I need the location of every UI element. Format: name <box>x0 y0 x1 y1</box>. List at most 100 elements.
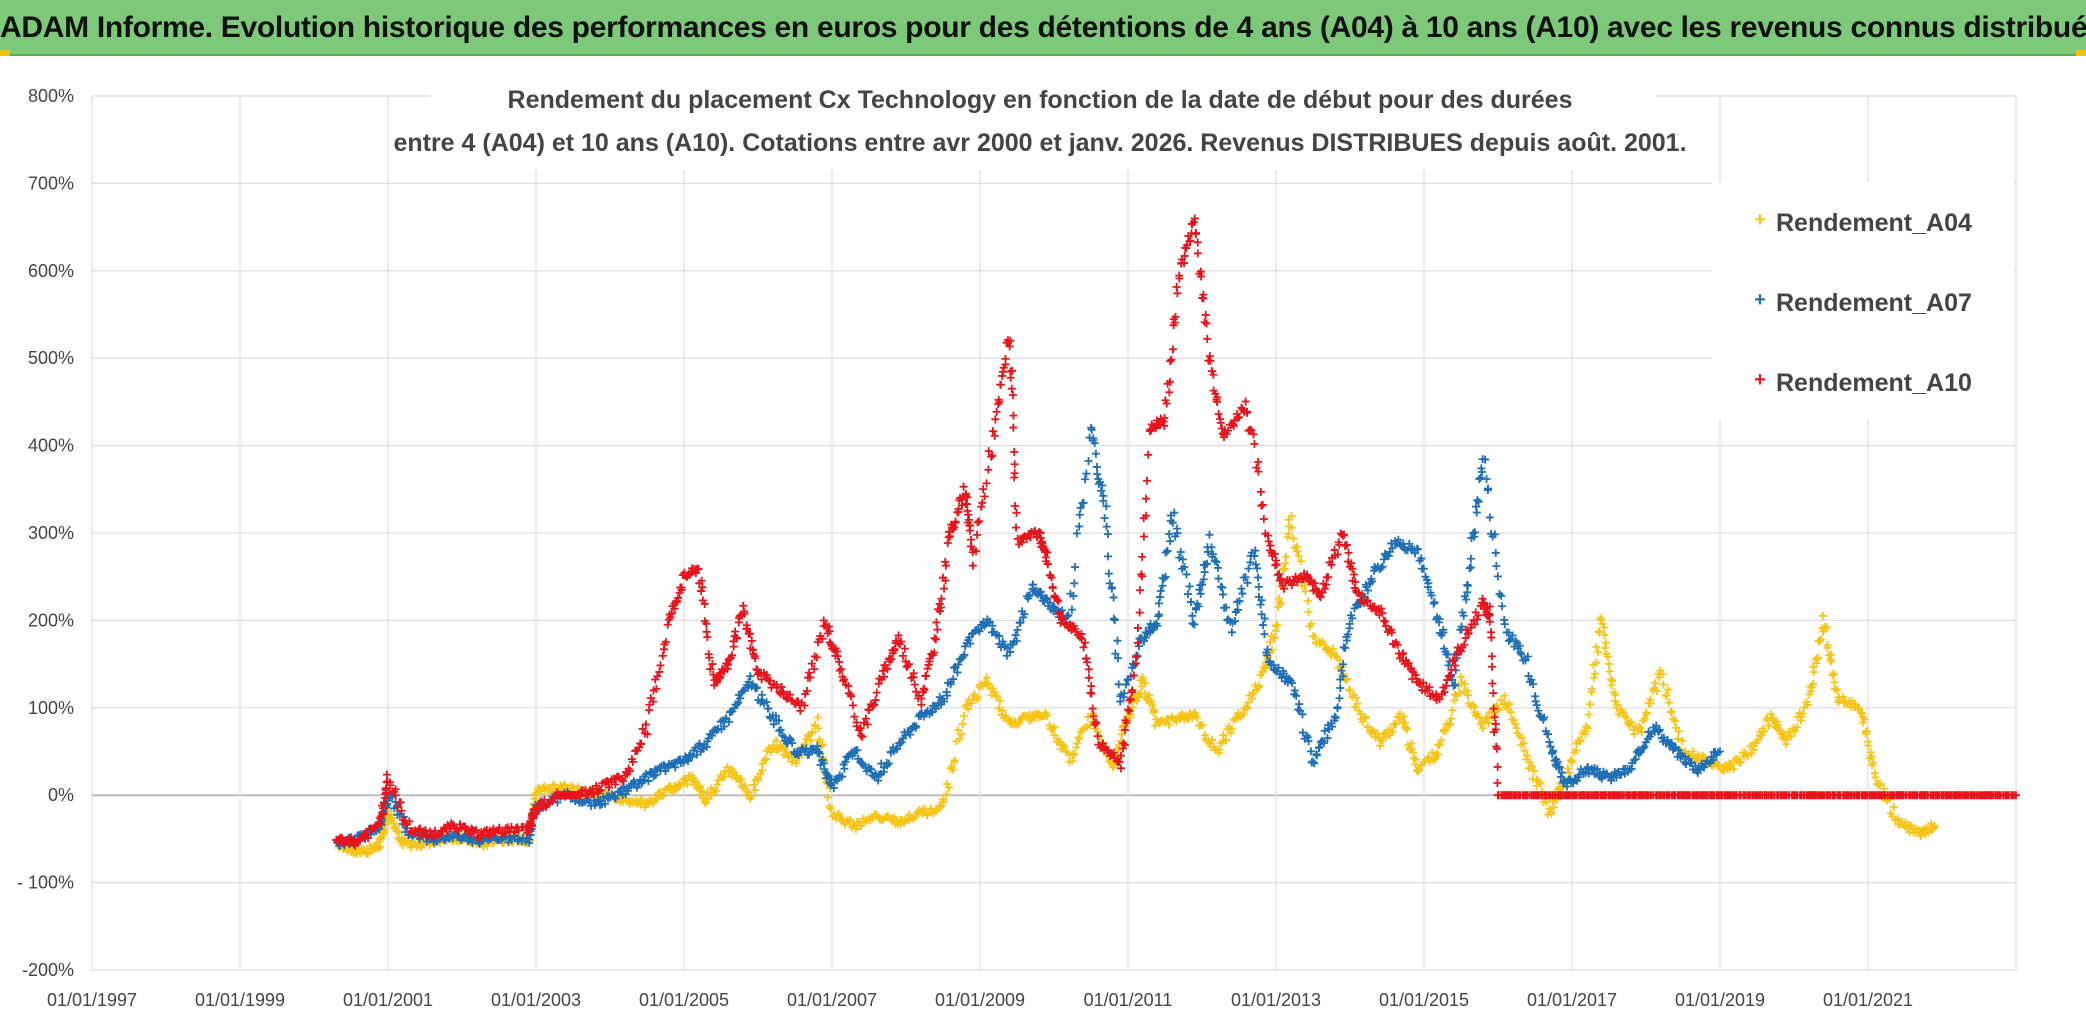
x-tick-label: 01/01/2003 <box>491 990 581 1010</box>
data-point-rendement-a04 <box>1289 534 1298 543</box>
data-point-rendement-a04 <box>801 740 810 749</box>
data-point-rendement-a04 <box>1774 721 1783 730</box>
data-point-rendement-a04 <box>1242 703 1251 712</box>
legend-label-a07: Rendement_A07 <box>1776 289 1972 317</box>
data-point-rendement-a04 <box>1568 757 1577 766</box>
data-point-rendement-a04 <box>996 696 1005 705</box>
y-tick-label: 200% <box>28 610 74 630</box>
data-point-rendement-a04 <box>1595 627 1604 636</box>
data-point-rendement-a04 <box>1889 803 1898 812</box>
data-point-rendement-a04 <box>1549 803 1558 812</box>
data-point-rendement-a04 <box>1607 681 1616 690</box>
data-point-rendement-a04 <box>754 775 763 784</box>
header-title: ADAM Informe. Evolution historique des p… <box>0 11 2086 44</box>
data-point-rendement-a04 <box>899 818 908 827</box>
data-point-rendement-a04 <box>1307 619 1316 628</box>
y-tick-label: 0% <box>48 785 74 805</box>
data-point-rendement-a04 <box>948 765 957 774</box>
data-point-rendement-a04 <box>1527 762 1536 771</box>
header-banner: ADAM Informe. Evolution historique des p… <box>0 0 2086 56</box>
data-point-rendement-a04 <box>1280 564 1289 573</box>
data-point-rendement-a04 <box>1219 731 1228 740</box>
data-point-rendement-a04 <box>1621 713 1630 722</box>
data-point-rendement-a04 <box>1304 596 1313 605</box>
data-point-rendement-a04 <box>729 767 738 776</box>
data-point-rendement-a04 <box>1430 754 1439 763</box>
data-point-rendement-a04 <box>1284 529 1293 538</box>
data-point-rendement-a04 <box>1345 686 1354 695</box>
y-tick-label: - 100% <box>17 873 74 893</box>
data-point-rendement-a04 <box>380 828 389 837</box>
data-point-rendement-a04 <box>1043 712 1052 720</box>
data-point-rendement-a04 <box>1335 656 1344 665</box>
data-point-rendement-a04 <box>954 726 963 735</box>
data-point-rendement-a04 <box>1478 724 1487 733</box>
data-point-rendement-a04 <box>1058 740 1067 749</box>
data-point-rendement-a04 <box>814 724 823 733</box>
data-point-rendement-a04 <box>1667 707 1676 716</box>
data-point-rendement-a04 <box>1273 620 1282 629</box>
data-point-rendement-a04 <box>1269 634 1278 643</box>
data-point-rendement-a04 <box>559 781 568 790</box>
data-point-rendement-a04 <box>936 803 945 812</box>
data-point-rendement-a04 <box>1480 718 1489 727</box>
y-tick-label: 300% <box>28 523 74 543</box>
data-point-rendement-a04 <box>1293 547 1302 556</box>
data-point-rendement-a04 <box>1662 691 1671 700</box>
data-point-rendement-a04 <box>1368 726 1377 735</box>
data-point-rendement-a04 <box>1070 751 1079 760</box>
data-point-rendement-a04 <box>1437 736 1446 745</box>
data-point-rendement-a04 <box>989 687 998 696</box>
data-point-rendement-a04 <box>1670 716 1679 725</box>
x-tick-label: 01/01/2007 <box>787 990 877 1010</box>
y-tick-label: 100% <box>28 698 74 718</box>
y-tick-label: 400% <box>28 436 74 456</box>
data-point-rendement-a04 <box>560 780 569 789</box>
data-point-rendement-a04 <box>1500 691 1509 700</box>
data-point-rendement-a04 <box>1222 735 1231 744</box>
x-tick-label: 01/01/2005 <box>639 990 729 1010</box>
data-point-rendement-a04 <box>826 804 835 813</box>
data-point-rendement-a04 <box>974 693 983 702</box>
data-point-rendement-a04 <box>1584 724 1593 733</box>
data-point-rendement-a04 <box>964 704 973 713</box>
x-tick-label: 01/01/2015 <box>1379 990 1469 1010</box>
data-point-rendement-a04 <box>818 740 827 749</box>
data-point-rendement-a04 <box>712 786 721 795</box>
data-point-rendement-a04 <box>998 706 1007 715</box>
data-point-rendement-a04 <box>1827 657 1836 666</box>
data-point-rendement-a04 <box>1141 679 1150 688</box>
data-point-rendement-a04 <box>1646 699 1655 708</box>
data-point-rendement-a04 <box>741 781 750 790</box>
data-point-rendement-a04 <box>1640 714 1649 723</box>
data-point-rendement-a04 <box>808 727 817 736</box>
x-tick-label: 01/01/1999 <box>195 990 285 1010</box>
data-point-rendement-a04 <box>782 748 791 757</box>
data-point-rendement-a04 <box>1664 698 1673 707</box>
y-tick-label: 500% <box>28 348 74 368</box>
y-tick-label: 700% <box>28 173 74 193</box>
data-point-rendement-a04 <box>958 719 967 728</box>
data-point-rendement-a04 <box>1637 728 1646 737</box>
data-point-rendement-a04 <box>1642 710 1651 719</box>
x-tick-label: 01/01/2011 <box>1084 990 1173 1010</box>
data-point-rendement-a04 <box>1414 765 1423 774</box>
data-point-rendement-a04 <box>1813 653 1822 662</box>
legend-marker-a07: + <box>1754 289 1766 311</box>
data-point-rendement-a04 <box>1429 756 1438 765</box>
data-point-rendement-a04 <box>1287 523 1296 532</box>
data-point-rendement-a04 <box>1589 673 1598 682</box>
y-tick-label: 800% <box>28 86 74 106</box>
data-point-rendement-a04 <box>1627 717 1636 726</box>
data-point-rendement-a04 <box>1530 767 1539 776</box>
data-point-rendement-a04 <box>1506 708 1515 717</box>
data-point-rendement-a04 <box>788 757 797 766</box>
data-point-rendement-a04 <box>1585 699 1594 708</box>
data-point-rendement-a04 <box>1832 686 1841 695</box>
chart-title-line1: Rendement du placement Cx Technology en … <box>508 86 1573 114</box>
data-point-rendement-a04 <box>1674 727 1683 736</box>
data-point-rendement-a04 <box>702 798 711 807</box>
corner-marker-left <box>0 50 10 56</box>
data-point-rendement-a04 <box>982 673 991 682</box>
data-point-rendement-a04 <box>1075 734 1084 743</box>
